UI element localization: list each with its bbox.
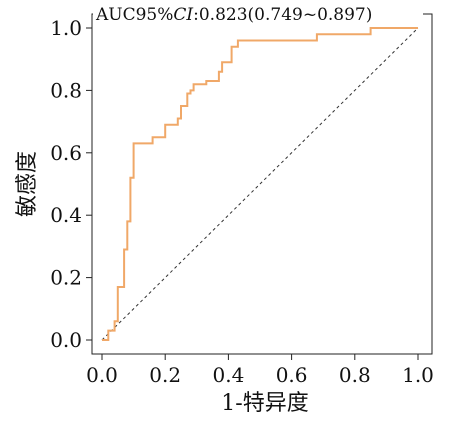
y-tick-label: 0.6 bbox=[50, 141, 82, 165]
auc-ci-label: CI bbox=[173, 5, 193, 25]
x-tick-label: 0.0 bbox=[86, 363, 118, 387]
auc-annotation: AUC95%CI:0.823(0.749~0.897) bbox=[95, 5, 372, 25]
y-tick-label: 0.2 bbox=[50, 266, 82, 290]
reference-layer bbox=[101, 27, 419, 341]
annotation-background bbox=[93, 4, 423, 24]
x-axis-title: 1-特异度 bbox=[221, 391, 308, 416]
x-tick-label: 0.8 bbox=[339, 363, 371, 387]
x-tick-label: 0.2 bbox=[149, 363, 181, 387]
curve-layer bbox=[102, 27, 418, 341]
y-tick-label: 1.0 bbox=[50, 16, 82, 40]
y-tick-label: 0.4 bbox=[50, 203, 82, 227]
x-axis: 0.0 0.2 0.4 0.6 0.8 1.0 bbox=[86, 354, 434, 387]
y-axis-title: 敏感度 bbox=[15, 151, 40, 217]
auc-value: :0.823(0.749~0.897) bbox=[193, 5, 372, 25]
x-tick-label: 0.4 bbox=[212, 363, 244, 387]
reference-diagonal-line bbox=[101, 27, 419, 341]
x-tick-label: 0.6 bbox=[276, 363, 308, 387]
roc-curve-line bbox=[102, 27, 418, 341]
auc-prefix: AUC95% bbox=[95, 5, 173, 25]
y-axis: 0.0 0.2 0.4 0.6 0.8 1.0 bbox=[50, 16, 92, 352]
y-tick-label: 0.0 bbox=[50, 328, 82, 352]
y-tick-label: 0.8 bbox=[50, 78, 82, 102]
x-tick-label: 1.0 bbox=[402, 363, 434, 387]
